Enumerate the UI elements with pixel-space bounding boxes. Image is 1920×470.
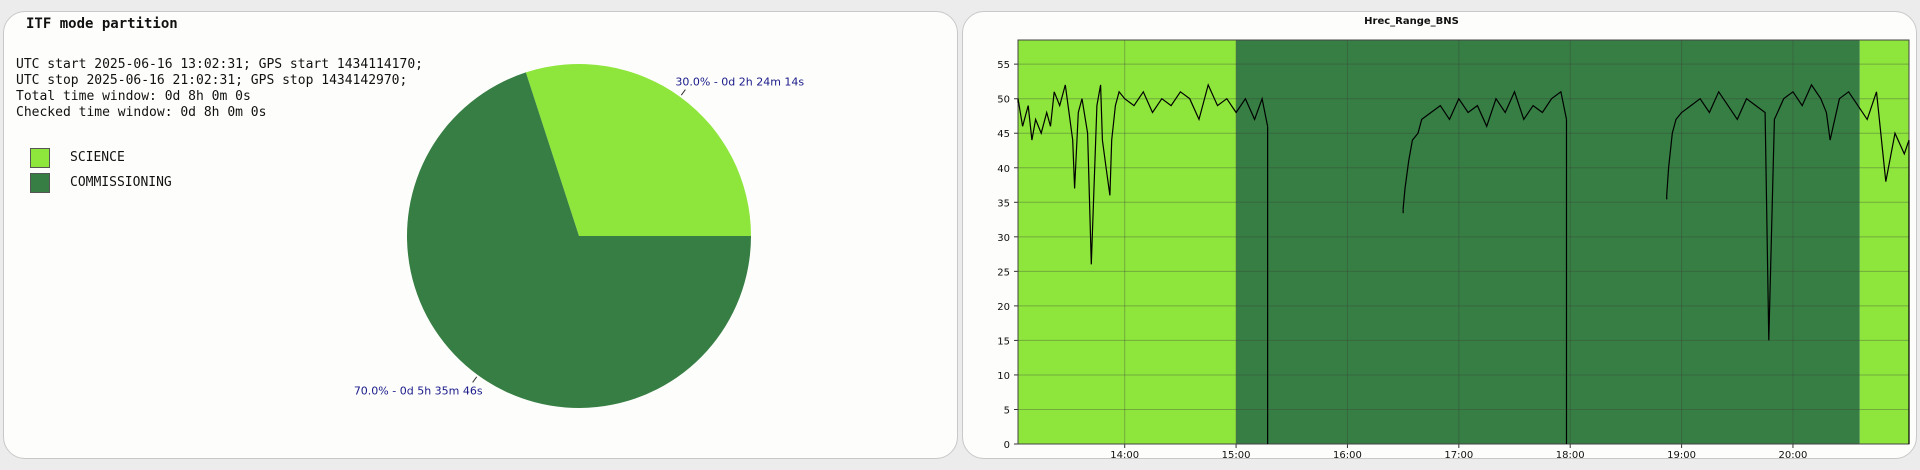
range-trace-segment	[1666, 83, 1910, 341]
x-tick-label: 15:00	[1222, 450, 1251, 459]
y-tick-label: 50	[997, 95, 1010, 106]
range-trace-segment	[1017, 83, 1269, 265]
y-tick-label: 15	[997, 336, 1010, 347]
x-tick-label: 17:00	[1444, 450, 1473, 459]
range-chart-panel: Hrec_Range_BNS 0 5 10 15 20 25 30 35 40 45 50 55 14:0…	[962, 11, 1917, 459]
mode-band-commissioning	[1236, 40, 1860, 444]
info-utc-stop: UTC stop 2025-06-16 21:02:31; GPS stop 1…	[16, 73, 408, 88]
info-total-window: Total time window: 0d 8h 0m 0s	[16, 89, 251, 104]
pie-chart: 30.0% - 0d 2h 24m 14s 70.0% - 0d 5h 35m 4…	[354, 63, 804, 408]
y-tick-label: 0	[1004, 440, 1010, 451]
y-tick-label: 35	[997, 198, 1010, 209]
mode-band-science	[1859, 40, 1909, 444]
legend-label-science: SCIENCE	[70, 150, 125, 165]
mode-partition-panel: ITF mode partition UTC start 2025-06-16 …	[3, 11, 958, 459]
pie-slice-label-commissioning: 70.0% - 0d 5h 35m 46s	[354, 384, 483, 397]
legend-swatch-commissioning	[30, 173, 50, 193]
y-tick-label: 10	[997, 371, 1010, 382]
y-tick-label: 25	[997, 267, 1010, 278]
info-checked-window: Checked time window: 0d 8h 0m 0s	[16, 105, 267, 120]
legend-swatch-science	[30, 148, 50, 168]
pie-slice-commissioning	[407, 72, 751, 408]
range-trace-segment	[1402, 90, 1568, 210]
info-utc-start: UTC start 2025-06-16 13:02:31; GPS start…	[16, 57, 423, 72]
y-tick-label: 55	[997, 60, 1010, 71]
y-tick-label: 30	[997, 233, 1010, 244]
y-tick-label: 45	[997, 129, 1010, 140]
chart-title: Hrec_Range_BNS	[1364, 16, 1459, 27]
x-tick-label: 14:00	[1110, 450, 1139, 459]
y-tick-label: 20	[997, 302, 1010, 313]
pie-label-leader	[472, 376, 478, 383]
x-tick-label: 20:00	[1779, 450, 1808, 459]
x-tick-label: 19:00	[1667, 450, 1696, 459]
x-tick-label: 18:00	[1556, 450, 1585, 459]
pie-label-leader	[680, 89, 686, 96]
pie-slice-science	[525, 63, 751, 236]
panel-title: ITF mode partition	[26, 16, 178, 32]
legend-label-commissioning: COMMISSIONING	[70, 175, 172, 190]
y-tick-label: 5	[1004, 405, 1010, 416]
x-tick-label: 16:00	[1333, 450, 1362, 459]
y-tick-label: 40	[997, 164, 1010, 175]
mode-band-science	[1018, 40, 1237, 444]
pie-slice-label-science: 30.0% - 0d 2h 24m 14s	[675, 76, 804, 89]
line-chart: Hrec_Range_BNS 0 5 10 15 20 25 30 35 40 45 50 55 14:0…	[997, 16, 1910, 459]
